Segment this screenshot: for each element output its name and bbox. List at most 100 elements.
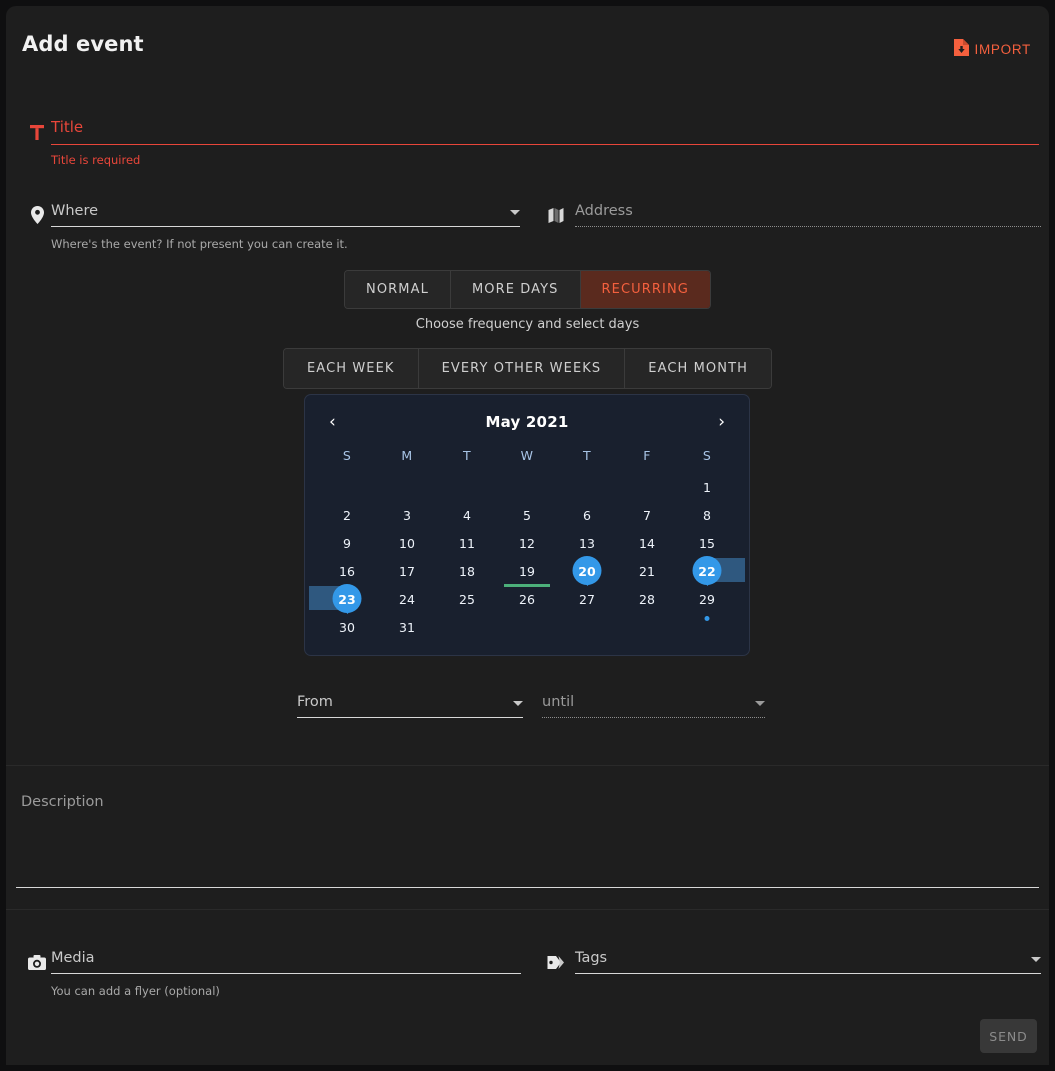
calendar-empty-cell: [437, 473, 497, 501]
calendar-day-cell[interactable]: 15: [677, 529, 737, 557]
title-input[interactable]: [51, 118, 1039, 145]
calendar-day-cell[interactable]: 6: [557, 501, 617, 529]
calendar-day-cell[interactable]: 18: [437, 557, 497, 585]
calendar-day-number: 8: [703, 507, 711, 523]
import-label: IMPORT: [974, 41, 1031, 57]
calendar-day-cell[interactable]: 22: [677, 556, 745, 585]
calendar-day-cell[interactable]: 2: [317, 501, 377, 529]
calendar-empty-cell: [617, 473, 677, 501]
calendar-day-cell[interactable]: 23: [309, 584, 377, 613]
calendar-empty-cell: [377, 473, 437, 501]
calendar-day-cell[interactable]: 12: [497, 529, 557, 557]
calendar-day-cell[interactable]: 10: [377, 529, 437, 557]
calendar-day-number: 2: [343, 507, 351, 523]
page-title: Add event: [22, 32, 144, 56]
calendar-day-cell[interactable]: 25: [437, 585, 497, 613]
address-input[interactable]: [575, 203, 1041, 227]
calendar-day-number: 28: [639, 591, 655, 607]
tag-icon: [545, 951, 567, 973]
calendar-day-number: 27: [579, 591, 595, 607]
calendar-day-cell[interactable]: 11: [437, 529, 497, 557]
chevron-down-icon[interactable]: [513, 701, 523, 706]
calendar-event-dot: [704, 616, 710, 621]
frequency-tabs: EACH WEEK EVERY OTHER WEEKS EACH MONTH: [6, 348, 1049, 389]
calendar-day-cell[interactable]: 3: [377, 501, 437, 529]
calendar-day-cell[interactable]: 21: [617, 557, 677, 585]
calendar-day-cell[interactable]: 9: [317, 529, 377, 557]
calendar-day-number: 23: [338, 591, 356, 607]
calendar-empty-cell: [557, 613, 617, 641]
description-field: [16, 788, 1039, 888]
calendar-day-number: 10: [399, 535, 415, 551]
chevron-left-icon[interactable]: ‹: [323, 412, 342, 433]
where-hint: Where's the event? If not present you ca…: [51, 237, 348, 251]
calendar-weekday: T: [582, 448, 592, 463]
calendar-day-number: 21: [639, 563, 655, 579]
calendar-empty-cell: [317, 473, 377, 501]
calendar-day-cell[interactable]: 5: [497, 501, 557, 529]
calendar-day-cell[interactable]: 16: [317, 557, 377, 585]
calendar-weekday: F: [643, 448, 651, 463]
calendar-day-number: 17: [399, 563, 415, 579]
tab-every-other-weeks[interactable]: EVERY OTHER WEEKS: [418, 349, 626, 388]
calendar-selected-pin: [332, 584, 362, 613]
tab-more-days[interactable]: MORE DAYS: [450, 271, 581, 308]
calendar-day-number: 3: [403, 507, 411, 523]
calendar-weekday: M: [401, 448, 413, 463]
tab-recurring[interactable]: RECURRING: [580, 271, 710, 308]
calendar-day-number: 13: [579, 535, 595, 551]
chevron-right-icon[interactable]: ›: [712, 412, 731, 433]
calendar-day-cell[interactable]: 8: [677, 501, 737, 529]
calendar-header: ‹ May 2021 ›: [317, 405, 737, 439]
tab-each-week[interactable]: EACH WEEK: [283, 349, 419, 388]
calendar-day-cell[interactable]: 1: [677, 473, 737, 501]
calendar-day-number: 19: [519, 563, 535, 579]
from-time-select[interactable]: From: [297, 694, 523, 718]
calendar-day-cell[interactable]: 24: [377, 585, 437, 613]
calendar-day-cell[interactable]: 26: [497, 585, 557, 613]
calendar-day-number: 20: [578, 563, 596, 579]
calendar-day-cell[interactable]: 13: [557, 529, 617, 557]
calendar-day-cell[interactable]: 27: [557, 585, 617, 613]
calendar-day-cell[interactable]: 7: [617, 501, 677, 529]
description-textarea[interactable]: [16, 788, 1039, 888]
where-select[interactable]: Where: [51, 203, 520, 227]
calendar-day-number: 12: [519, 535, 535, 551]
calendar-selected-pin: [692, 556, 722, 585]
calendar-weekday: S: [702, 448, 712, 463]
where-field: Where Where's the event? If not present …: [26, 203, 520, 251]
import-button[interactable]: IMPORT: [949, 36, 1035, 62]
calendar-day-cell[interactable]: 31: [377, 613, 437, 641]
tab-normal[interactable]: NORMAL: [345, 271, 451, 308]
chevron-down-icon[interactable]: [1031, 957, 1041, 962]
calendar-day-number: 26: [519, 591, 535, 607]
until-time-select[interactable]: until: [542, 694, 765, 718]
calendar-day-cell[interactable]: 4: [437, 501, 497, 529]
location-pin-icon: [26, 204, 48, 226]
calendar-day-cell[interactable]: 30: [317, 613, 377, 641]
tags-select[interactable]: Tags: [575, 950, 1041, 974]
calendar-day-cell[interactable]: 17: [377, 557, 437, 585]
calendar-day-number: 5: [523, 507, 531, 523]
tags-field: Tags: [545, 950, 1041, 974]
calendar-day-number: 31: [399, 619, 415, 635]
calendar-day-cell[interactable]: 29: [677, 585, 737, 621]
calendar-day-cell[interactable]: 28: [617, 585, 677, 613]
calendar-day-number: 29: [699, 591, 715, 607]
calendar-day-number: 6: [583, 507, 591, 523]
calendar-day-number: 25: [459, 591, 475, 607]
add-event-dialog: Add event IMPORT Title is required: [6, 6, 1049, 1065]
media-input[interactable]: [51, 950, 521, 974]
calendar-day-cell[interactable]: 20: [557, 556, 617, 585]
event-type-group: NORMAL MORE DAYS RECURRING: [344, 270, 711, 309]
tab-each-month[interactable]: EACH MONTH: [625, 349, 772, 388]
chevron-down-icon[interactable]: [510, 210, 520, 215]
media-field: You can add a flyer (optional): [26, 950, 521, 998]
send-button[interactable]: SEND: [980, 1019, 1037, 1053]
calendar-day-number: 22: [698, 563, 716, 579]
calendar-day-cell[interactable]: 14: [617, 529, 677, 557]
calendar-day-cell[interactable]: 19: [497, 557, 557, 587]
calendar-day-number: 7: [643, 507, 651, 523]
calendar-day-number: 15: [699, 535, 715, 551]
chevron-down-icon[interactable]: [755, 701, 765, 706]
